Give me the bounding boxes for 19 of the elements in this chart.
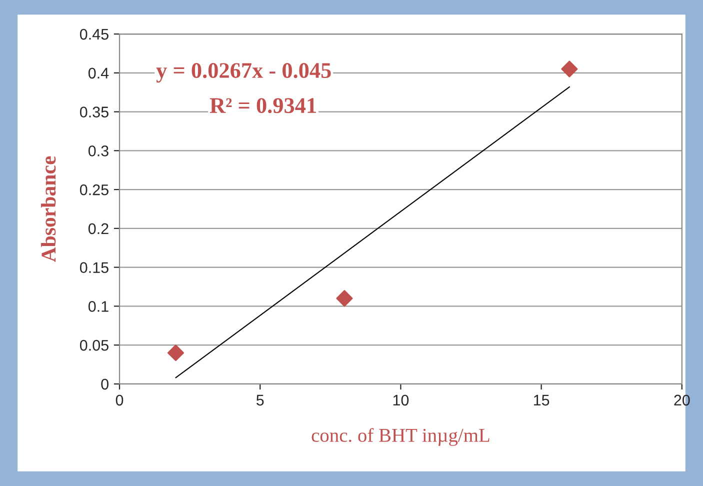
x-axis-title: conc. of BHT inµg/mL <box>312 428 490 446</box>
x-tick-label: 10 <box>393 394 409 406</box>
y-tick-label: 0.15 <box>80 262 108 273</box>
y-tick-label: 0.35 <box>80 106 108 118</box>
y-axis-title: Absorbance <box>41 156 56 262</box>
x-tick-label: 15 <box>534 394 550 406</box>
x-tick-label: 5 <box>256 394 264 406</box>
y-tick-label: 0.25 <box>80 184 108 196</box>
annotation: y = 0.0267x - 0.045 <box>156 63 331 83</box>
y-tick-label: 0.1 <box>88 301 108 312</box>
y-tick-label: 0.3 <box>88 146 108 156</box>
y-tick-label: 0 <box>101 378 108 390</box>
y-tick-label: 0.45 <box>80 28 108 40</box>
annotation: R² = 0.9341 <box>210 98 316 114</box>
y-tick-label: 0.4 <box>88 68 109 79</box>
y-tick-label: 0.05 <box>80 340 108 351</box>
x-tick-label: 0 <box>116 394 124 406</box>
x-tick-label: 20 <box>674 394 690 406</box>
y-tick-label: 0.2 <box>88 223 108 234</box>
